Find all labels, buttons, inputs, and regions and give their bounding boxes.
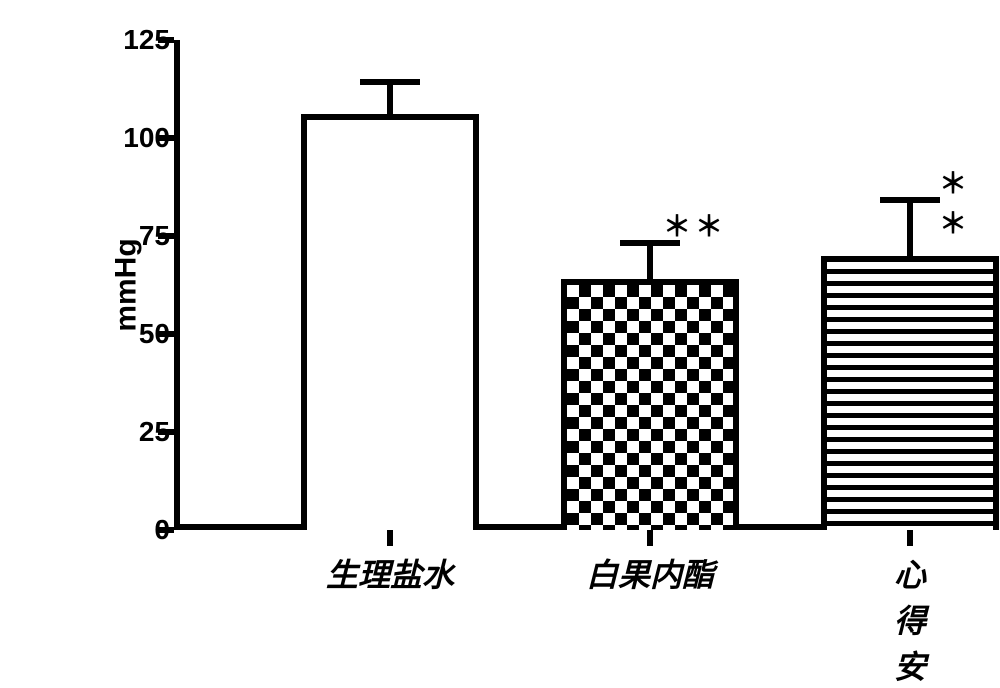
y-axis [174, 40, 180, 530]
error-bar-cap [880, 197, 940, 203]
error-bar-stem [907, 197, 913, 259]
bar [561, 279, 739, 530]
x-axis [174, 524, 920, 530]
x-category-label: 白果内酯 [586, 550, 714, 596]
x-tick [387, 530, 393, 546]
bar [821, 256, 999, 530]
y-tick-label: 50 [139, 318, 170, 350]
chart-container: mmHg 0255075100125生理盐水白果内酯＊＊心得安＊＊ [60, 20, 960, 600]
y-tick-label: 0 [154, 514, 170, 546]
y-tick-label: 75 [139, 220, 170, 252]
y-tick-label: 25 [139, 416, 170, 448]
bar [301, 114, 479, 530]
error-bar-cap [360, 79, 420, 85]
x-category-label: 心得安 [885, 550, 935, 688]
x-tick [907, 530, 913, 546]
y-tick-label: 125 [123, 24, 170, 56]
significance-label: ＊＊ [663, 205, 727, 245]
x-category-label: 生理盐水 [326, 550, 454, 596]
error-bar-stem [647, 240, 653, 282]
y-tick-label: 100 [123, 122, 170, 154]
x-tick [647, 530, 653, 546]
significance-label: ＊＊ [939, 162, 971, 242]
